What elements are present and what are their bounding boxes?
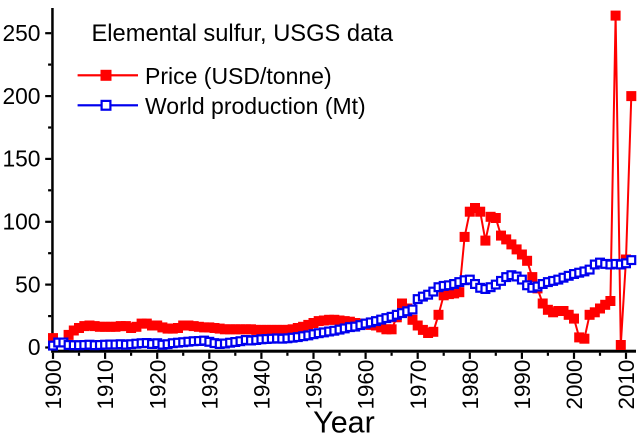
svg-text:1940: 1940 <box>250 360 275 410</box>
svg-text:Price (USD/tonne): Price (USD/tonne) <box>145 63 332 89</box>
svg-text:1980: 1980 <box>458 360 483 410</box>
svg-text:50: 50 <box>15 271 40 297</box>
svg-text:250: 250 <box>2 20 40 46</box>
svg-text:1930: 1930 <box>197 360 222 410</box>
svg-text:1920: 1920 <box>145 360 170 410</box>
svg-text:1960: 1960 <box>354 360 379 410</box>
svg-text:200: 200 <box>2 83 40 109</box>
svg-text:2010: 2010 <box>614 360 639 410</box>
svg-text:0: 0 <box>28 334 41 360</box>
svg-text:1970: 1970 <box>406 360 431 410</box>
svg-text:1900: 1900 <box>41 360 66 410</box>
svg-text:100: 100 <box>2 209 40 235</box>
svg-text:World production (Mt): World production (Mt) <box>145 93 366 119</box>
svg-text:Year: Year <box>313 405 375 439</box>
svg-text:Elemental sulfur, USGS data: Elemental sulfur, USGS data <box>92 21 394 47</box>
svg-text:1910: 1910 <box>93 360 118 410</box>
svg-text:150: 150 <box>2 146 40 172</box>
svg-text:2000: 2000 <box>562 360 587 410</box>
svg-text:1990: 1990 <box>510 360 535 410</box>
svg-text:1950: 1950 <box>302 360 327 410</box>
